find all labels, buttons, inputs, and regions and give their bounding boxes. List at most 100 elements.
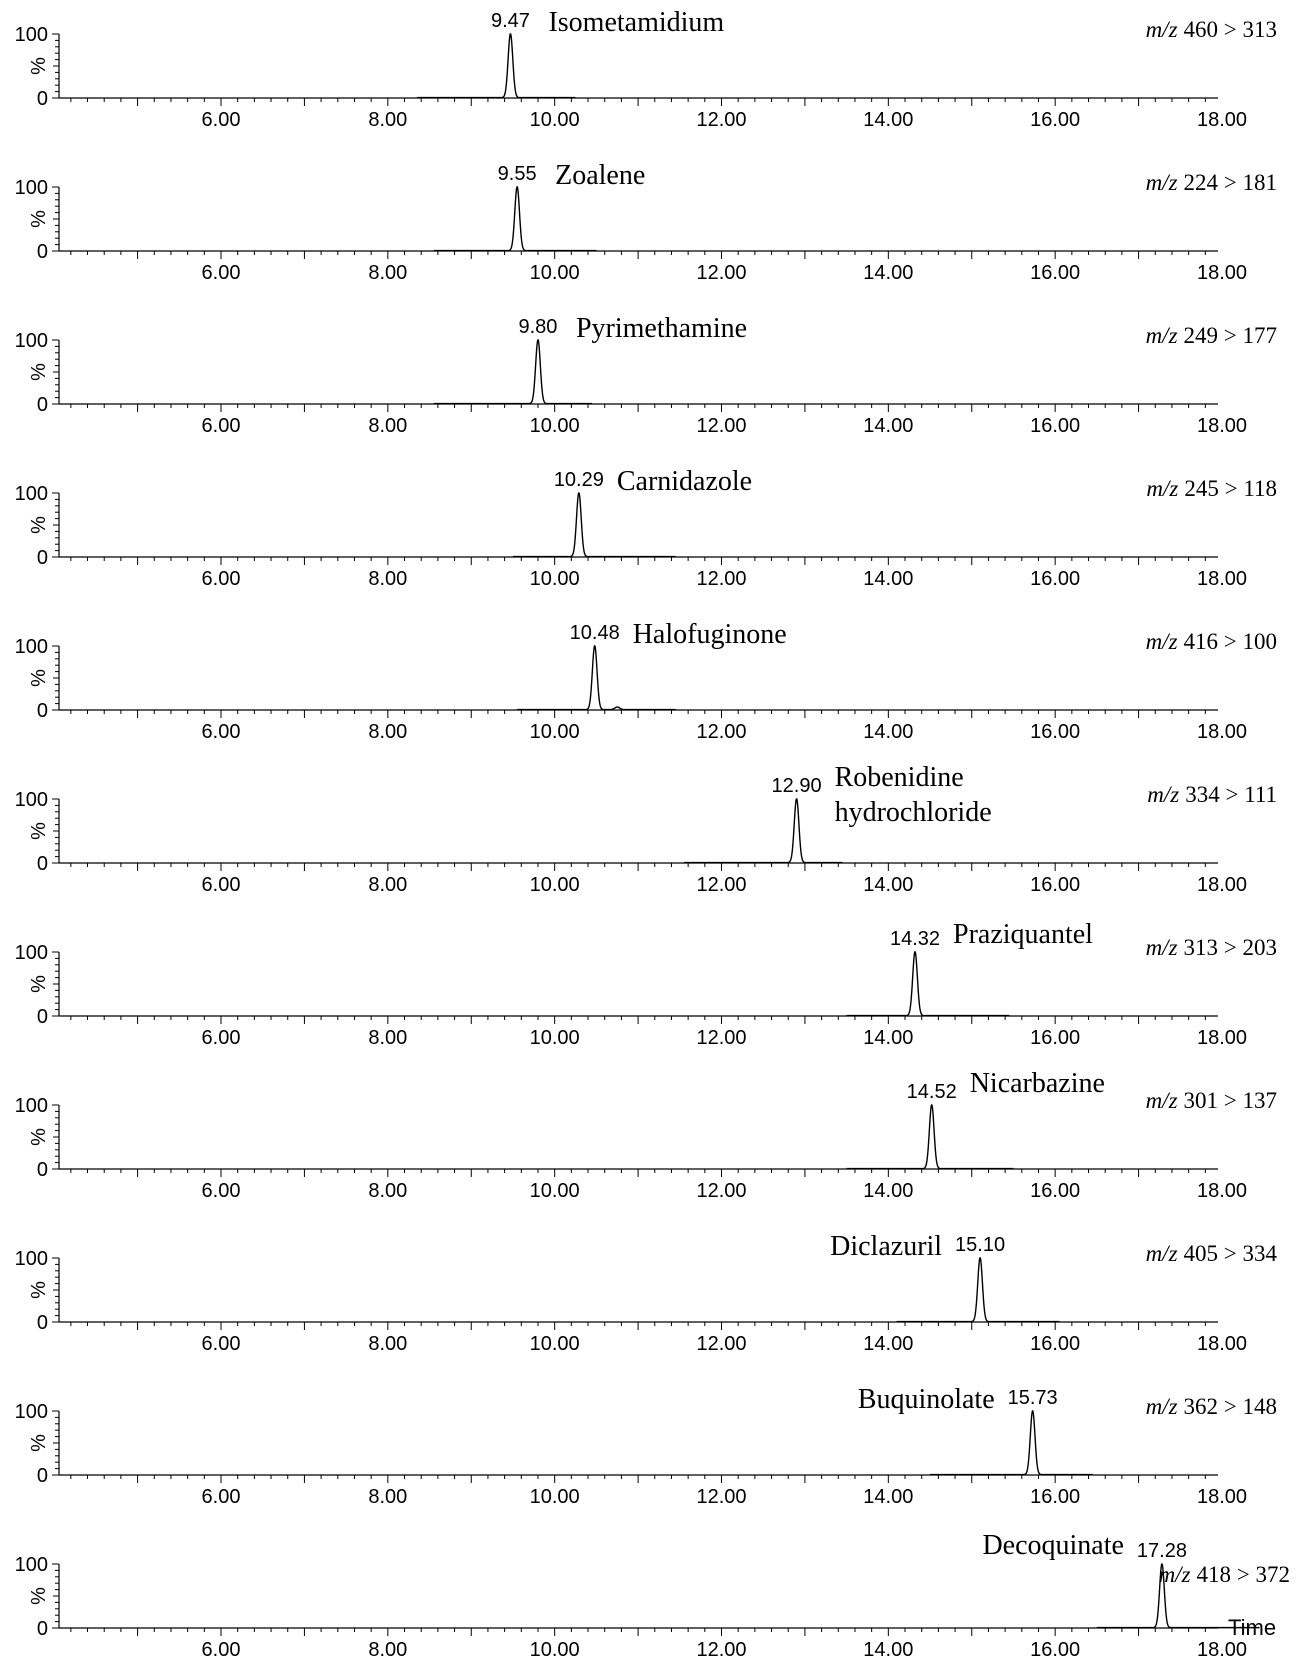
x-tick-label: 16.00	[1030, 1486, 1080, 1508]
mz-transition-label: m/z 405 > 334	[1146, 1241, 1278, 1266]
x-tick-label: 18.00	[1197, 262, 1247, 284]
y-tick-label: 100	[15, 483, 48, 505]
y-tick-label: 0	[37, 853, 48, 875]
x-tick-label: 6.00	[202, 874, 241, 896]
x-tick-label: 6.00	[202, 415, 241, 437]
x-tick-label: 14.00	[863, 109, 913, 131]
mz-value: 362 > 148	[1184, 1394, 1277, 1419]
chromatogram-trace	[1096, 1562, 1260, 1629]
mz-value: 334 > 111	[1185, 782, 1277, 807]
chromatogram-panel: 100% 0 6.00 8.00 10.00 12.00 14.00 16.00 18.00 9.…	[15, 7, 1277, 131]
mz-value: 418 > 372	[1197, 1562, 1290, 1587]
mz-prefix: m/z	[1146, 1394, 1178, 1419]
x-tick-label: 6.00	[202, 568, 241, 590]
chromatogram-trace	[930, 1409, 1093, 1476]
x-tick-label: 10.00	[530, 1333, 580, 1355]
x-tick-label: 10.00	[530, 1639, 580, 1661]
x-tick-label: 12.00	[696, 109, 746, 131]
compound-name-label: Nicarbazine	[970, 1068, 1105, 1099]
y-axis-label: %	[28, 1587, 50, 1605]
y-tick-label: 0	[37, 1159, 48, 1181]
chromatogram-panel: 100% 0 6.00 8.00 10.00 12.00 14.00 16.00 18.00 15…	[15, 1384, 1277, 1508]
compound-name-label: Robenidine	[835, 762, 964, 793]
chromatogram-trace	[683, 798, 843, 864]
y-tick-label: 0	[37, 88, 48, 110]
x-tick-label: 6.00	[202, 1486, 241, 1508]
mz-transition-label: m/z 362 > 148	[1146, 1394, 1277, 1419]
x-tick-label: 18.00	[1197, 874, 1247, 896]
x-tick-label: 18.00	[1197, 1180, 1247, 1202]
y-axis-label: %	[28, 210, 50, 228]
y-axis-label: %	[28, 1281, 50, 1299]
peak-retention-time-label: 14.52	[907, 1081, 957, 1103]
x-tick-label: 10.00	[530, 1486, 580, 1508]
compound-name-label: Isometamidium	[548, 7, 724, 38]
mz-transition-label: m/z 313 > 203	[1146, 935, 1277, 960]
mz-prefix: m/z	[1146, 476, 1178, 501]
chromatogram-panel: 100% 0 6.00 8.00 10.00 12.00 14.00 16.00 18.00 17…	[15, 1530, 1290, 1661]
x-tick-label: 18.00	[1197, 415, 1247, 437]
x-tick-label: 8.00	[368, 1027, 407, 1049]
x-tick-label: 14.00	[863, 262, 913, 284]
mz-transition-label: m/z 301 > 137	[1146, 1088, 1277, 1113]
y-axis-label: %	[28, 57, 50, 75]
x-tick-label: 12.00	[696, 1180, 746, 1202]
x-tick-label: 14.00	[863, 721, 913, 743]
y-axis-label: %	[28, 1128, 50, 1146]
x-tick-label: 8.00	[368, 874, 407, 896]
y-axis-label: %	[28, 822, 50, 840]
x-tick-label: 16.00	[1030, 1027, 1080, 1049]
x-tick-label: 8.00	[368, 415, 407, 437]
chromatogram-panel: 100% 0 6.00 8.00 10.00 12.00 14.00 16.00 18.00 10…	[15, 466, 1277, 590]
x-tick-label: 16.00	[1030, 109, 1080, 131]
x-tick-label: 16.00	[1030, 568, 1080, 590]
mz-transition-label: m/z 249 > 177	[1146, 323, 1277, 348]
x-tick-label: 18.00	[1197, 1027, 1247, 1049]
mz-value: 224 > 181	[1184, 170, 1277, 195]
x-tick-label: 12.00	[696, 1486, 746, 1508]
mz-value: 301 > 137	[1184, 1088, 1277, 1113]
y-axis-label: %	[28, 669, 50, 687]
x-tick-label: 6.00	[202, 721, 241, 743]
chromatogram-panel: 100% 0 6.00 8.00 10.00 12.00 14.00 16.00 18.00 9.…	[15, 313, 1277, 437]
x-tick-label: 6.00	[202, 109, 241, 131]
x-tick-label: 6.00	[202, 1027, 241, 1049]
mz-prefix: m/z	[1146, 629, 1178, 654]
x-tick-label: 18.00	[1197, 109, 1247, 131]
compound-name-label: Zoalene	[555, 160, 645, 191]
chromatogram-panel: 100% 0 6.00 8.00 10.00 12.00 14.00 16.00 18.00 14…	[15, 919, 1277, 1049]
x-tick-label: 10.00	[530, 874, 580, 896]
mz-prefix: m/z	[1146, 935, 1178, 960]
peak-retention-time-label: 14.32	[890, 928, 940, 950]
y-tick-label: 0	[37, 394, 48, 416]
x-tick-label: 10.00	[530, 415, 580, 437]
compound-name-label: Halofuginone	[633, 619, 787, 650]
x-tick-label: 10.00	[530, 262, 580, 284]
x-tick-label: 8.00	[368, 262, 407, 284]
y-tick-label: 100	[15, 177, 48, 199]
x-tick-label: 8.00	[368, 721, 407, 743]
peak-retention-time-label: 12.90	[772, 775, 822, 797]
mz-transition-label: m/z 334 > 111	[1147, 782, 1277, 807]
x-tick-label: 16.00	[1030, 1333, 1080, 1355]
mz-value: 249 > 177	[1184, 323, 1277, 348]
chromatogram-trace	[417, 33, 576, 99]
x-tick-label: 14.00	[863, 415, 913, 437]
x-tick-label: 18.00	[1197, 568, 1247, 590]
x-tick-label: 8.00	[368, 1180, 407, 1202]
chromatogram-trace	[433, 339, 593, 405]
y-tick-label: 100	[15, 1248, 48, 1270]
x-tick-label: 10.00	[530, 1027, 580, 1049]
x-tick-label: 16.00	[1030, 1180, 1080, 1202]
x-tick-label: 12.00	[696, 262, 746, 284]
x-tick-label: 14.00	[863, 1639, 913, 1661]
y-axis-label: %	[28, 1434, 50, 1452]
compound-name-label: Decoquinate	[982, 1530, 1124, 1561]
mz-prefix: m/z	[1146, 323, 1178, 348]
x-tick-label: 14.00	[863, 874, 913, 896]
x-tick-label: 16.00	[1030, 874, 1080, 896]
chromatogram-panel: 100% 0 6.00 8.00 10.00 12.00 14.00 16.00 18.00 12…	[15, 762, 1277, 896]
chromatogram-trace	[846, 1104, 1014, 1170]
x-tick-label: 12.00	[696, 1639, 746, 1661]
